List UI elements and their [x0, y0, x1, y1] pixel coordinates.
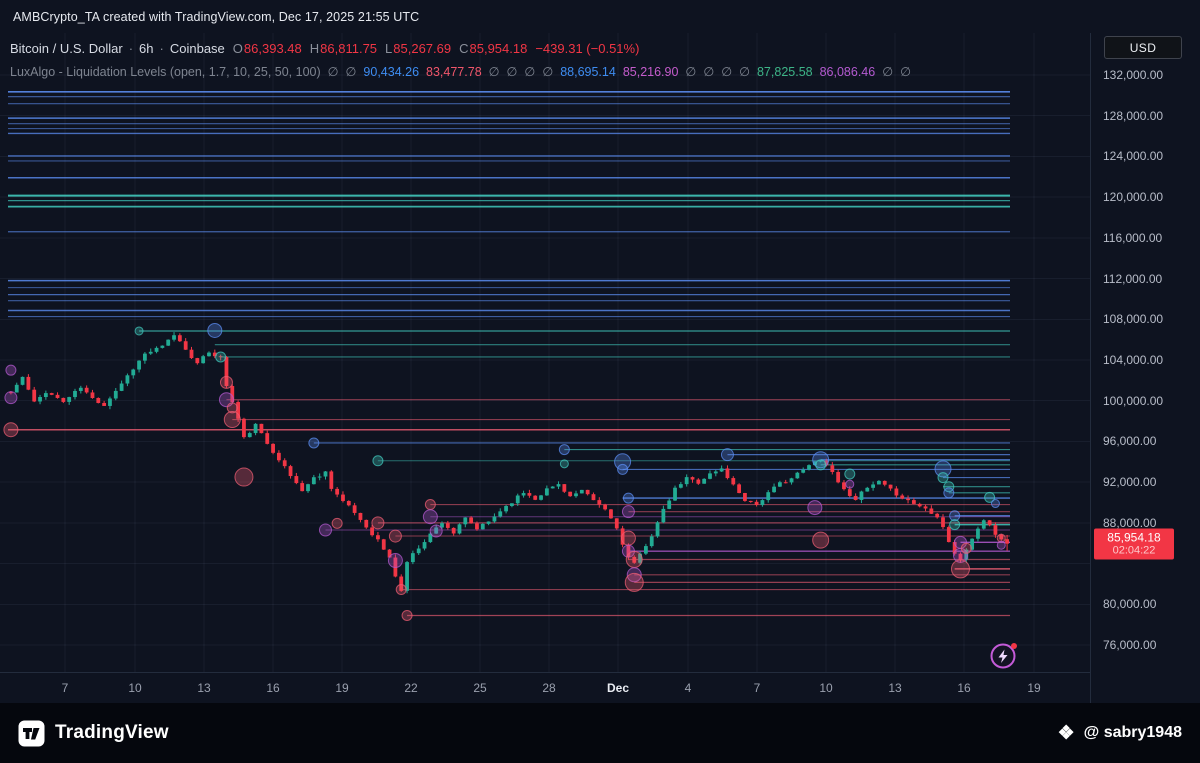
chart-legend: Bitcoin / U.S. Dollar · 6h · Coinbase O … — [10, 39, 918, 79]
empty-level-symbol: ∅ — [739, 65, 750, 79]
close-value: 85,954.18 — [469, 41, 528, 56]
price-axis[interactable]: 85,954.18 02:04:22 132,000.00 128,000.00 1… — [1090, 33, 1200, 703]
liquidation-bubbles — [3, 322, 1006, 621]
empty-level-symbol: ∅ — [345, 65, 357, 79]
price-tick-label: 96,000.00 — [1103, 434, 1157, 449]
attribution-text: AMBCrypto_TA created with TradingView.co… — [13, 9, 420, 24]
time-tick-label: 10 — [819, 681, 833, 695]
price-chart[interactable] — [0, 33, 1090, 703]
liq-level-value: 88,695.14 — [560, 65, 616, 79]
high-label: H — [309, 41, 320, 56]
exchange-label: Coinbase — [169, 41, 225, 56]
author-handle-text: @ sabry1948 — [1083, 724, 1182, 741]
time-tick-label: 16 — [957, 681, 971, 695]
price-tick-label: 132,000.00 — [1103, 68, 1164, 82]
bar-countdown: 02:04:22 — [1112, 544, 1156, 557]
last-price-value: 85,954.18 — [1107, 530, 1161, 545]
notification-dot — [1011, 643, 1017, 649]
high-value: 86,811.75 — [320, 41, 378, 56]
chart-area: Bitcoin / U.S. Dollar · 6h · Coinbase O … — [0, 33, 1200, 703]
tradingview-logomark-icon — [18, 720, 45, 746]
currency-toggle-button[interactable]: USD — [1104, 36, 1182, 59]
legend-separator: · — [159, 41, 164, 56]
open-label: O — [232, 41, 243, 56]
time-tick-label: 7 — [753, 681, 761, 695]
interval-label: 6h — [139, 41, 154, 56]
price-tick-label: 104,000.00 — [1103, 353, 1164, 367]
price-tick-label: 92,000.00 — [1103, 475, 1157, 490]
price-tick-label: 112,000.00 — [1103, 271, 1163, 286]
low-value: 85,267.69 — [393, 41, 452, 56]
time-tick-label: 19 — [335, 681, 349, 695]
price-tick-label: 108,000.00 — [1103, 312, 1164, 327]
time-tick-label: 28 — [542, 681, 556, 695]
price-tick-label: 124,000.00 — [1103, 149, 1164, 164]
lightning-icon — [998, 649, 1008, 663]
time-axis[interactable]: 7 10 13 16 19 22 25 28 Dec 4 7 10 13 16 19 — [0, 672, 1090, 703]
author-handle[interactable]: ❖ @ sabry1948 — [1058, 724, 1182, 743]
liq-level-value: 86,086.46 — [819, 65, 876, 79]
snapshot-header: AMBCrypto_TA created with TradingView.co… — [0, 0, 1200, 33]
price-tick-label: 116,000.00 — [1103, 230, 1163, 245]
close-label: C — [459, 41, 469, 56]
empty-level-symbol: ∅ — [506, 65, 518, 79]
empty-level-symbol: ∅ — [900, 65, 911, 79]
empty-level-symbol: ∅ — [524, 65, 536, 79]
time-tick-label: Dec — [606, 681, 630, 695]
price-tick-label: 120,000.00 — [1103, 190, 1164, 205]
liquidation-level-lines — [8, 90, 1010, 617]
price-tick-label: 80,000.00 — [1103, 597, 1157, 612]
tradingview-logo[interactable]: TradingView — [18, 720, 169, 747]
boost-icon[interactable] — [987, 638, 1021, 672]
empty-level-symbol: ∅ — [327, 65, 339, 79]
empty-level-symbol: ∅ — [685, 65, 697, 79]
liq-level-value: 85,216.90 — [622, 65, 679, 79]
empty-level-symbol: ∅ — [721, 65, 733, 79]
low-label: L — [385, 41, 393, 56]
time-tick-label: 13 — [197, 681, 211, 695]
open-value: 86,393.48 — [243, 41, 302, 56]
time-tick-label: 4 — [684, 681, 692, 695]
change-value: −439.31 (−0.51%) — [535, 41, 640, 56]
candles — [9, 332, 1009, 594]
indicator-legend-row[interactable]: LuxAlgo - Liquidation Levels (open, 1.7,… — [10, 64, 918, 80]
empty-level-symbol: ∅ — [882, 65, 894, 79]
time-tick-label: 16 — [266, 681, 280, 695]
time-tick-label: 7 — [61, 681, 69, 695]
last-price-label: 85,954.18 02:04:22 — [1094, 528, 1174, 560]
diamond-cluster-icon: ❖ — [1057, 722, 1075, 744]
liq-level-value: 90,434.26 — [363, 65, 420, 79]
liq-level-value: 83,477.78 — [426, 65, 482, 79]
price-tick-label: 88,000.00 — [1103, 515, 1157, 530]
footer-bar: TradingView ❖ @ sabry1948 — [0, 703, 1200, 763]
indicator-title: LuxAlgo - Liquidation Levels (open, 1.7,… — [10, 64, 321, 79]
symbol-name: Bitcoin / U.S. Dollar — [10, 41, 123, 56]
legend-separator: · — [128, 41, 134, 56]
empty-level-symbol: ∅ — [488, 65, 500, 79]
price-tick-label: 128,000.00 — [1103, 108, 1164, 123]
time-tick-label: 25 — [473, 681, 487, 695]
time-tick-label: 22 — [404, 681, 418, 695]
price-tick-label: 100,000.00 — [1103, 393, 1164, 408]
time-tick-label: 19 — [1027, 681, 1041, 695]
time-tick-label: 13 — [888, 681, 902, 695]
time-tick-label: 10 — [128, 681, 142, 695]
liquidation-level-values: ∅ ∅ 90,434.26 83,477.78 ∅ ∅ ∅ ∅ 88,695.14 85,216.… — [328, 64, 918, 79]
symbol-legend-row[interactable]: Bitcoin / U.S. Dollar · 6h · Coinbase O … — [10, 39, 918, 58]
liq-level-value: 87,825.58 — [756, 65, 813, 79]
price-tick-label: 76,000.00 — [1103, 638, 1157, 652]
brand-wordmark: TradingView — [55, 722, 169, 743]
empty-level-symbol: ∅ — [703, 65, 715, 79]
empty-level-symbol: ∅ — [542, 65, 554, 79]
